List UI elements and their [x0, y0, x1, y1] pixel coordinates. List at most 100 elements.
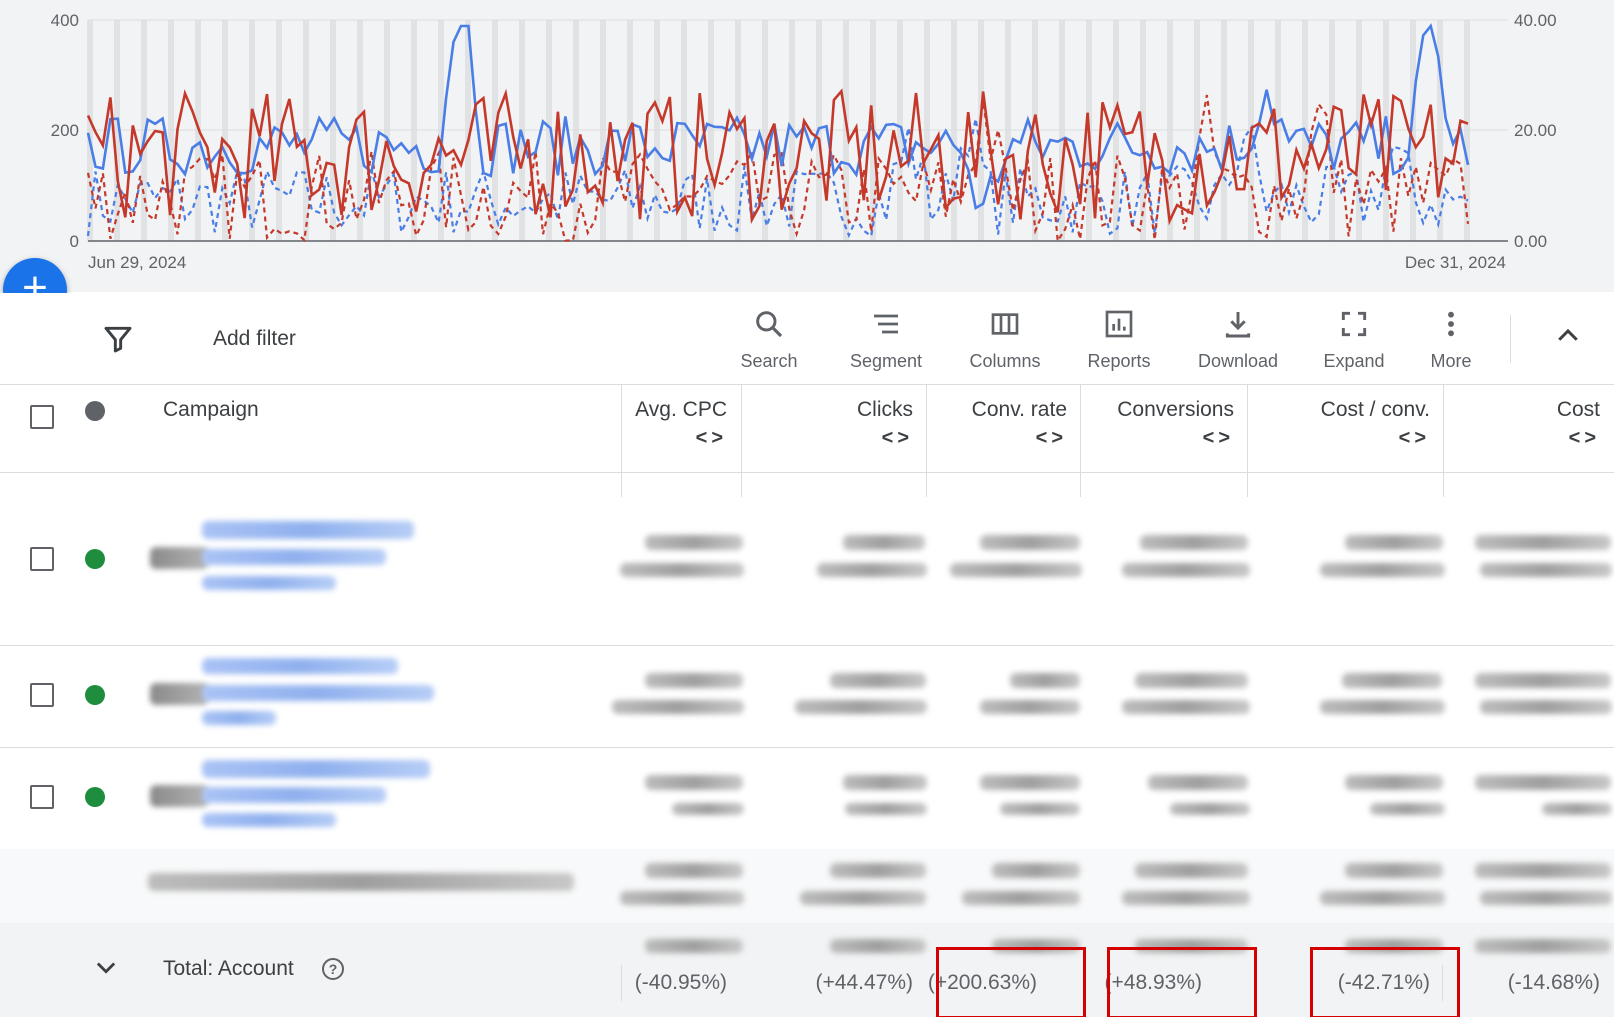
redacted-campaign-link[interactable] [202, 549, 386, 565]
cost-per-conv-total-change: (-42.71%) [1337, 971, 1430, 994]
row-checkbox[interactable] [30, 547, 54, 571]
redacted-value [992, 863, 1080, 878]
redacted-icon [150, 547, 208, 569]
y-left-tick-200: 200 [51, 121, 79, 140]
highlight-box-conv-rate [936, 947, 1086, 1017]
help-icon[interactable]: ? [322, 958, 344, 980]
redacted-value [830, 939, 926, 953]
conversions-total-change: (+48.93%) [1104, 971, 1202, 994]
clicks-column-header[interactable]: Clicks [857, 398, 913, 421]
redacted-value [1122, 891, 1250, 905]
redacted-value [980, 535, 1080, 550]
redacted-campaign-link[interactable] [202, 711, 276, 725]
redacted-value [1122, 563, 1250, 577]
download-tool-button[interactable]: Download [1189, 307, 1287, 372]
redacted-campaign-link[interactable] [202, 576, 336, 590]
total-account-row: Total: Account ? (-40.95%) (+44.47%) (+2… [0, 923, 1614, 1017]
redacted-value [800, 891, 926, 905]
redacted-value [843, 775, 927, 790]
y-right-tick-20: 20.00 [1514, 121, 1557, 140]
reports-tool-button[interactable]: Reports [1079, 307, 1159, 372]
column-divider [621, 385, 622, 497]
table-toolbar: Add filter Search Segment Columns Report… [0, 293, 1614, 385]
redacted-value [830, 863, 926, 878]
more-icon [1448, 311, 1454, 337]
redacted-campaign-link[interactable] [202, 685, 434, 701]
chevron-down-icon[interactable] [92, 953, 120, 981]
redacted-value [1320, 563, 1445, 577]
status-enabled-dot[interactable] [85, 685, 105, 705]
conversions-column-header[interactable]: Conversions [1117, 398, 1234, 421]
redacted-value [817, 563, 927, 577]
redacted-value [1480, 700, 1612, 714]
status-enabled-dot[interactable] [85, 787, 105, 807]
y-right-tick-0: 0.00 [1514, 232, 1547, 251]
redacted-campaign-link[interactable] [202, 521, 414, 539]
segment-icon [874, 314, 898, 334]
row-checkbox[interactable] [30, 785, 54, 809]
column-divider [1443, 385, 1444, 497]
search-tool-button[interactable]: Search [728, 307, 810, 372]
avg-cpc-total-change: (-40.95%) [634, 971, 727, 994]
redacted-value [1140, 535, 1248, 550]
conversions-column-arrows[interactable]: <> [1202, 427, 1234, 449]
redacted-icon [150, 683, 208, 705]
toolbar-divider [1510, 315, 1511, 363]
series-line-blue-dashed [86, 118, 1469, 239]
redacted-value [980, 700, 1080, 714]
x-end-label: Dec 31, 2024 [1405, 253, 1506, 272]
conv-rate-column-header[interactable]: Conv. rate [971, 398, 1067, 421]
performance-chart: 400 200 0 40.00 20.00 0.00 Jun 29, 2024 … [0, 0, 1614, 292]
expand-tool-label: Expand [1323, 351, 1385, 371]
cost-column-header[interactable]: Cost [1556, 398, 1600, 421]
redacted-value [1345, 535, 1443, 550]
add-filter-button[interactable]: Add filter [213, 327, 296, 350]
search-icon [756, 311, 783, 338]
series-line-blue-solid [86, 23, 1470, 211]
redacted-value [612, 700, 744, 714]
select-all-checkbox[interactable] [30, 405, 54, 429]
cost-total-change: (-14.68%) [1507, 971, 1600, 994]
table-header: Campaign Avg. CPC <> Clicks <> Conv. rat… [0, 385, 1614, 473]
more-tool-label: More [1430, 351, 1472, 371]
redacted-value [1342, 673, 1442, 688]
redacted-campaign-link[interactable] [202, 760, 430, 778]
clicks-column-arrows[interactable]: <> [881, 427, 913, 449]
redacted-campaign-link[interactable] [202, 658, 398, 674]
redacted-value [1122, 700, 1250, 714]
row-checkbox[interactable] [30, 683, 54, 707]
segment-tool-button[interactable]: Segment [841, 307, 931, 372]
cost-column-arrows[interactable]: <> [1568, 427, 1600, 449]
redacted-campaign-link[interactable] [202, 813, 336, 827]
download-icon [1225, 312, 1251, 338]
redacted-value [1475, 673, 1611, 688]
redacted-value [1320, 891, 1445, 905]
columns-tool-button[interactable]: Columns [961, 307, 1049, 372]
y-left-tick-0: 0 [70, 232, 79, 251]
redacted-value [1345, 863, 1443, 878]
filter-icon[interactable] [102, 323, 134, 355]
avg-cpc-column-header[interactable]: Avg. CPC [635, 398, 727, 421]
conv-rate-column-arrows[interactable]: <> [1035, 427, 1067, 449]
cost-per-conv-column-arrows[interactable]: <> [1398, 427, 1430, 449]
redacted-campaign-link[interactable] [202, 787, 386, 803]
cost-per-conv-column-header[interactable]: Cost / conv. [1320, 398, 1430, 421]
redacted-value [645, 863, 743, 878]
status-header-dot[interactable] [85, 401, 105, 421]
campaign-column-header[interactable]: Campaign [163, 398, 259, 421]
column-divider [741, 385, 742, 497]
conv-rate-total-change: (+200.63%) [927, 971, 1037, 994]
redacted-value [645, 673, 743, 688]
status-enabled-dot[interactable] [85, 549, 105, 569]
chart-canvas: 400 200 0 40.00 20.00 0.00 Jun 29, 2024 … [51, 11, 1557, 272]
redacted-value [1370, 803, 1445, 815]
chevron-up-icon[interactable] [1553, 321, 1583, 351]
series-line-red-dashed [86, 94, 1470, 245]
summary-row [0, 849, 1614, 923]
expand-tool-button[interactable]: Expand [1316, 307, 1392, 372]
more-tool-button[interactable]: More [1422, 307, 1480, 372]
columns-tool-label: Columns [969, 351, 1041, 371]
redacted-value [1475, 863, 1611, 878]
avg-cpc-column-arrows[interactable]: <> [695, 427, 727, 449]
redacted-value [1475, 535, 1611, 550]
